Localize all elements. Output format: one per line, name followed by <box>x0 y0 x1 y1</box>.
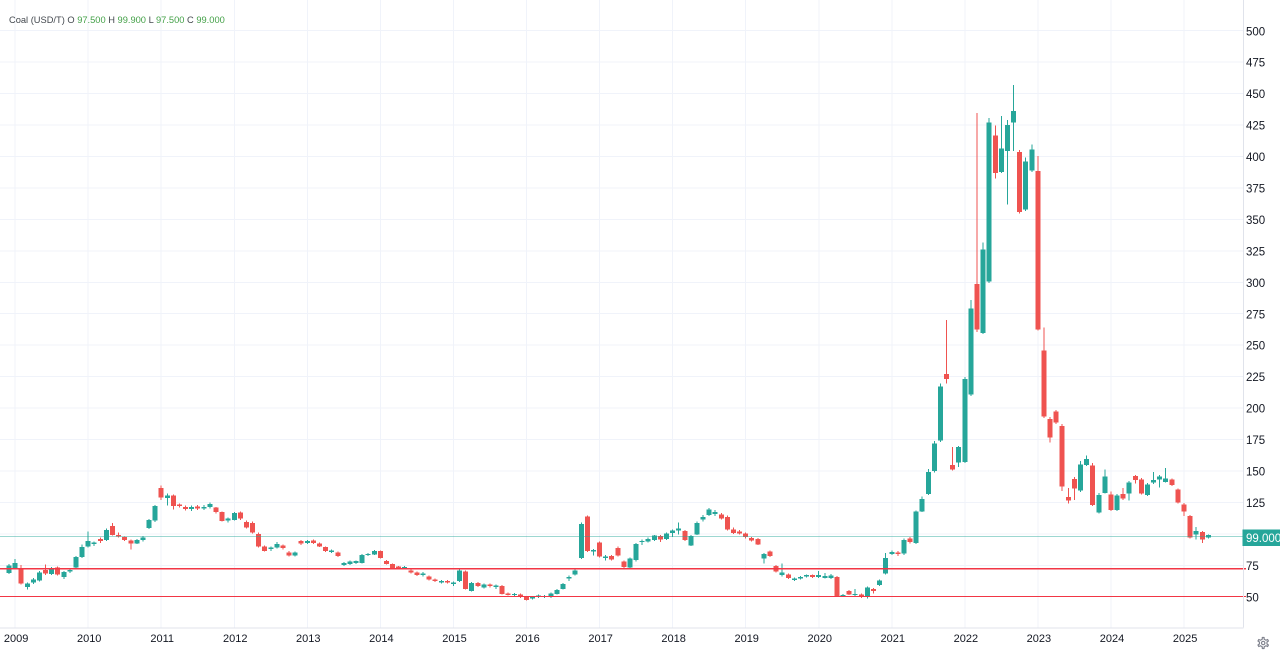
svg-text:500: 500 <box>1246 26 1265 38</box>
svg-text:450: 450 <box>1246 89 1265 101</box>
svg-text:2017: 2017 <box>588 633 612 645</box>
svg-text:350: 350 <box>1246 215 1265 227</box>
svg-text:2019: 2019 <box>734 633 758 645</box>
svg-text:2009: 2009 <box>4 633 28 645</box>
svg-text:400: 400 <box>1246 152 1265 164</box>
svg-text:2014: 2014 <box>369 633 393 645</box>
svg-text:2025: 2025 <box>1173 633 1197 645</box>
svg-text:2023: 2023 <box>1027 633 1051 645</box>
svg-text:Coal (USD/T) O 97.500 H 99.900: Coal (USD/T) O 97.500 H 99.900 L 97.500 … <box>9 15 225 25</box>
svg-text:2020: 2020 <box>808 633 832 645</box>
svg-text:325: 325 <box>1246 246 1265 258</box>
svg-text:175: 175 <box>1246 435 1265 447</box>
svg-text:50: 50 <box>1246 592 1259 604</box>
svg-text:2010: 2010 <box>77 633 101 645</box>
svg-text:200: 200 <box>1246 404 1265 416</box>
svg-text:250: 250 <box>1246 341 1265 353</box>
svg-text:375: 375 <box>1246 184 1265 196</box>
svg-text:99.000: 99.000 <box>1246 533 1280 545</box>
svg-text:2021: 2021 <box>881 633 905 645</box>
svg-text:2012: 2012 <box>223 633 247 645</box>
svg-text:475: 475 <box>1246 58 1265 70</box>
svg-text:2024: 2024 <box>1100 633 1124 645</box>
svg-text:2015: 2015 <box>442 633 466 645</box>
svg-text:125: 125 <box>1246 498 1265 510</box>
svg-text:425: 425 <box>1246 121 1265 133</box>
svg-text:2011: 2011 <box>150 633 174 645</box>
svg-text:2022: 2022 <box>954 633 978 645</box>
svg-text:2016: 2016 <box>515 633 539 645</box>
svg-text:225: 225 <box>1246 372 1265 384</box>
svg-text:300: 300 <box>1246 278 1265 290</box>
svg-text:150: 150 <box>1246 467 1265 479</box>
svg-text:2013: 2013 <box>296 633 320 645</box>
svg-text:75: 75 <box>1246 561 1259 573</box>
svg-text:2018: 2018 <box>661 633 685 645</box>
svg-text:275: 275 <box>1246 309 1265 321</box>
